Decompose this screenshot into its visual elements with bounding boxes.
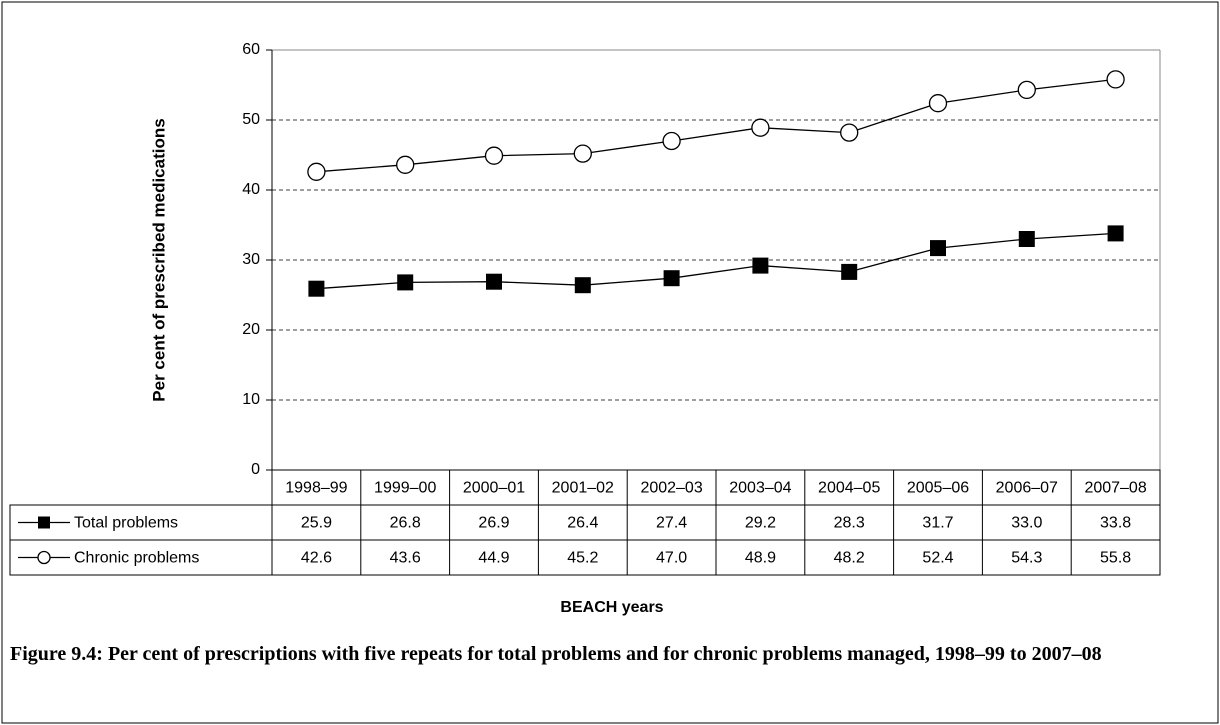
table-value: 33.8 xyxy=(1100,515,1131,532)
point xyxy=(307,162,326,181)
x-tick-label: 1999–00 xyxy=(374,480,436,497)
table-value: 26.4 xyxy=(567,515,598,532)
table-value: 26.8 xyxy=(390,515,421,532)
table-value: 43.6 xyxy=(390,550,421,567)
x-tick-label: 2003–04 xyxy=(729,480,791,497)
y-tick-label: 50 xyxy=(242,111,260,128)
y-tick-label: 30 xyxy=(242,251,260,268)
table-value: 45.2 xyxy=(567,550,598,567)
legend-label: Total problems xyxy=(74,515,178,532)
table-value: 42.6 xyxy=(301,550,332,567)
y-tick-label: 10 xyxy=(242,391,260,408)
table-value: 44.9 xyxy=(478,550,509,567)
x-tick-label: 2006–07 xyxy=(996,480,1058,497)
table-value: 47.0 xyxy=(656,550,687,567)
y-tick-label: 0 xyxy=(251,461,260,478)
x-tick-label: 2007–08 xyxy=(1084,480,1146,497)
point xyxy=(308,280,325,297)
x-tick-label: 2000–01 xyxy=(463,480,525,497)
table-value: 31.7 xyxy=(922,515,953,532)
point xyxy=(397,274,414,291)
point xyxy=(930,240,946,257)
legend-label: Chronic problems xyxy=(74,550,199,567)
point xyxy=(751,118,770,137)
y-tick-label: 20 xyxy=(242,321,260,338)
table-value: 55.8 xyxy=(1100,550,1131,567)
x-tick-label: 2002–03 xyxy=(640,480,702,497)
point xyxy=(486,273,502,290)
x-tick-label: 2004–05 xyxy=(818,480,880,497)
point xyxy=(663,270,680,287)
x-tick-label: 2001–02 xyxy=(552,480,614,497)
table-value: 33.0 xyxy=(1011,515,1042,532)
point xyxy=(1106,70,1125,89)
point xyxy=(1018,231,1035,247)
table-value: 27.4 xyxy=(656,515,687,532)
x-tick-label: 2005–06 xyxy=(907,480,969,497)
table-value: 26.9 xyxy=(478,515,509,532)
table-value: 52.4 xyxy=(922,550,953,567)
point xyxy=(1017,80,1036,100)
series-line xyxy=(316,232,1116,290)
legend-marker xyxy=(38,516,50,529)
point xyxy=(840,123,859,142)
point xyxy=(574,277,591,294)
point xyxy=(752,257,769,274)
caption: Figure 9.4: Per cent of prescriptions wi… xyxy=(10,643,1102,665)
table-value: 28.3 xyxy=(834,515,865,532)
point xyxy=(928,94,948,113)
x-axis-title: BEACH years xyxy=(560,599,663,616)
y-axis-title: Per cent of prescribed medications xyxy=(149,118,168,401)
point xyxy=(396,155,415,174)
point xyxy=(484,146,504,165)
point xyxy=(841,263,858,280)
point xyxy=(1107,225,1124,242)
table-value: 48.9 xyxy=(745,550,776,567)
point xyxy=(662,131,681,151)
table-value: 25.9 xyxy=(301,515,332,532)
legend-marker xyxy=(37,550,51,565)
point xyxy=(573,144,592,163)
y-tick-label: 40 xyxy=(242,181,260,198)
table-value: 48.2 xyxy=(834,550,865,567)
series-line xyxy=(316,78,1116,173)
x-tick-label: 1998–99 xyxy=(285,480,347,497)
table-value: 54.3 xyxy=(1011,550,1042,567)
table-value: 29.2 xyxy=(745,515,776,532)
y-tick-label: 60 xyxy=(242,41,260,58)
